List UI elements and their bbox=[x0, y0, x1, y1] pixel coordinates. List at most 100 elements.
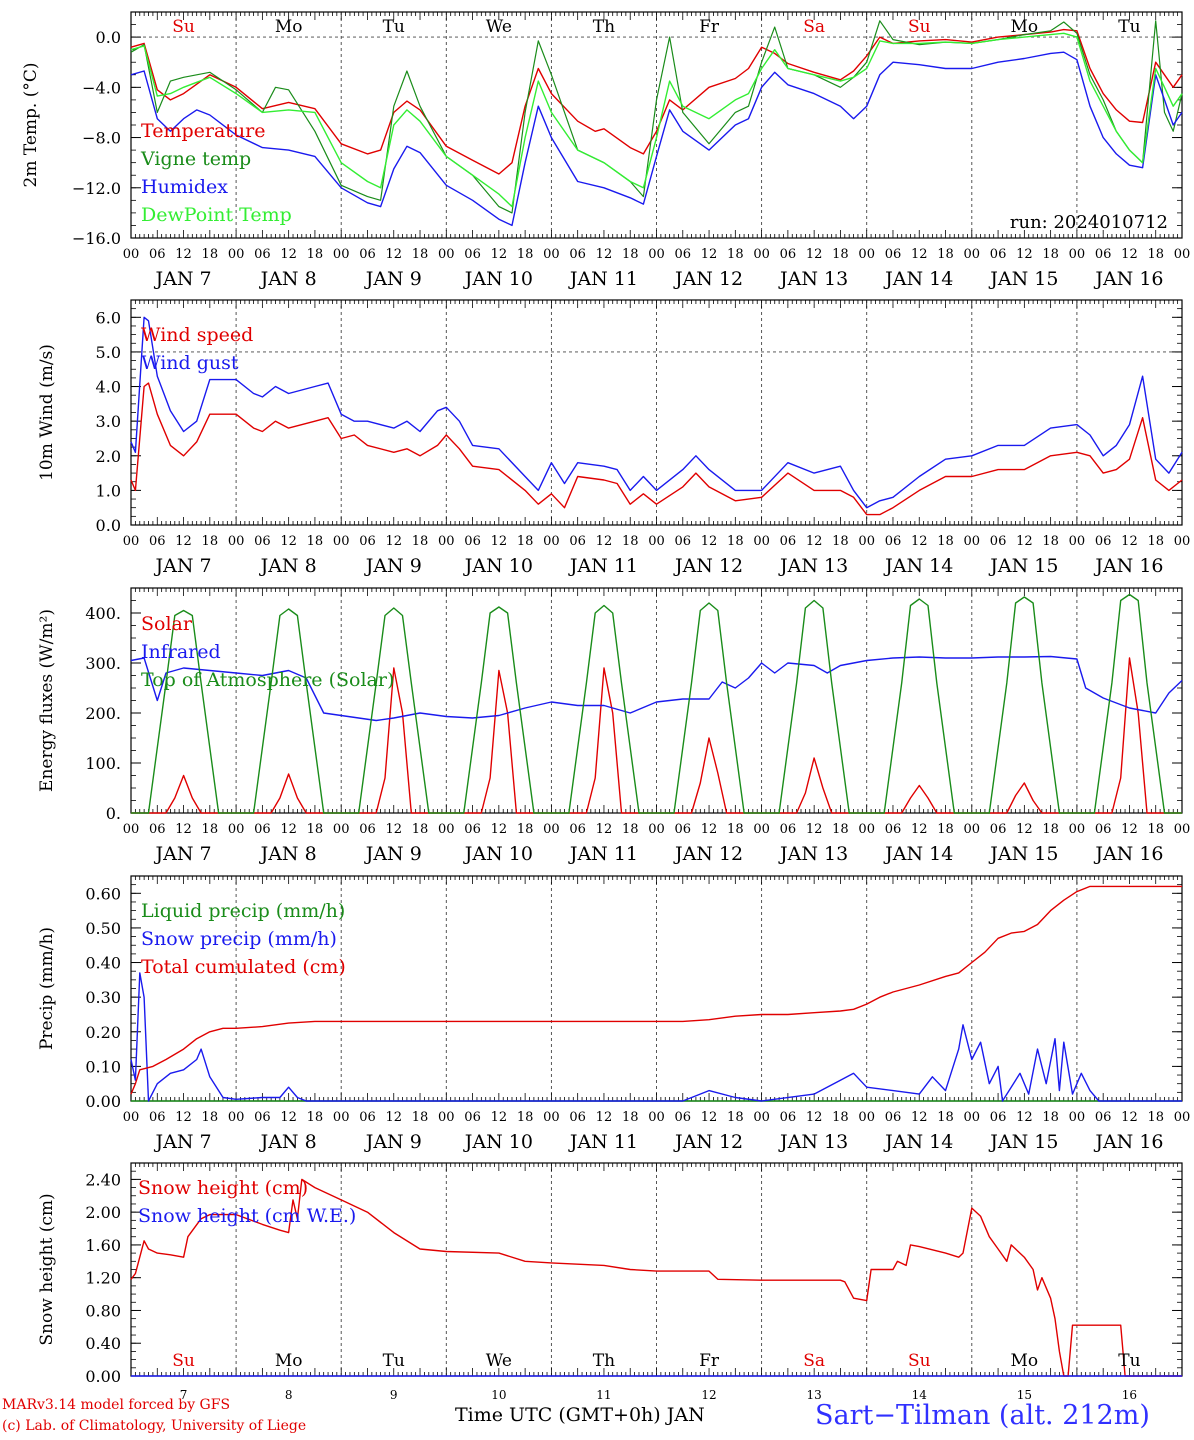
weekday-label: We bbox=[486, 1351, 512, 1371]
hour-label: 06 bbox=[1095, 247, 1112, 262]
y-tick-label: 1.60 bbox=[85, 1236, 121, 1255]
y-tick-label: 0.40 bbox=[85, 954, 121, 973]
hour-label: 12 bbox=[911, 822, 928, 837]
hour-label: 00 bbox=[1069, 822, 1086, 837]
hour-label: 18 bbox=[727, 247, 744, 262]
day-number: 9 bbox=[390, 1388, 398, 1402]
hour-label: 06 bbox=[149, 822, 166, 837]
legend-entry: Humidex bbox=[141, 176, 228, 198]
y-tick-label: −8.0 bbox=[82, 129, 121, 148]
model-credit: MARv3.14 model forced by GFS bbox=[2, 1397, 231, 1413]
series-line bbox=[131, 593, 1182, 814]
hour-label: 06 bbox=[569, 822, 586, 837]
date-label: JAN 12 bbox=[673, 1131, 743, 1153]
hour-label: 18 bbox=[202, 1110, 219, 1125]
hour-label: 00 bbox=[123, 822, 140, 837]
date-label: JAN 12 bbox=[673, 268, 743, 290]
hour-label: 18 bbox=[832, 822, 849, 837]
date-label: JAN 11 bbox=[568, 1131, 638, 1153]
hour-label: 12 bbox=[385, 822, 402, 837]
hour-label: 18 bbox=[202, 534, 219, 549]
hour-label: 00 bbox=[333, 247, 350, 262]
date-label: JAN 7 bbox=[154, 843, 212, 865]
hour-label: 00 bbox=[858, 247, 875, 262]
hour-label: 12 bbox=[175, 1110, 192, 1125]
hour-label: 06 bbox=[990, 1110, 1007, 1125]
hour-label: 06 bbox=[780, 1110, 797, 1125]
date-label: JAN 8 bbox=[259, 268, 317, 290]
date-label: JAN 7 bbox=[154, 1131, 212, 1153]
hour-label: 06 bbox=[254, 534, 271, 549]
hour-label: 06 bbox=[1095, 822, 1112, 837]
legend-entry: Wind gust bbox=[141, 352, 239, 374]
hour-label: 18 bbox=[517, 1110, 534, 1125]
y-axis-label: Energy fluxes (W/m²) bbox=[37, 609, 57, 792]
hour-label: 12 bbox=[1016, 1110, 1033, 1125]
hour-label: 00 bbox=[648, 534, 665, 549]
legend-entry: Snow height (cm) bbox=[138, 1177, 308, 1199]
y-tick-label: 0.10 bbox=[85, 1057, 121, 1076]
hour-label: 18 bbox=[727, 1110, 744, 1125]
hour-label: 12 bbox=[596, 1110, 613, 1125]
hour-label: 18 bbox=[1147, 822, 1164, 837]
hour-label: 18 bbox=[832, 1110, 849, 1125]
y-tick-label: 0.40 bbox=[85, 1334, 121, 1353]
weekday-label: We bbox=[486, 17, 512, 37]
y-axis-label: 2m Temp. (°C) bbox=[21, 62, 41, 187]
hour-label: 00 bbox=[228, 534, 245, 549]
date-label: JAN 9 bbox=[364, 268, 422, 290]
hour-label: 18 bbox=[832, 247, 849, 262]
series-line bbox=[130, 382, 1183, 516]
hour-label: 12 bbox=[491, 534, 508, 549]
hour-label: 06 bbox=[675, 822, 692, 837]
hour-label: 12 bbox=[280, 822, 297, 837]
hour-label: 00 bbox=[543, 247, 560, 262]
date-label: JAN 9 bbox=[364, 1131, 422, 1153]
hour-label: 12 bbox=[385, 534, 402, 549]
weekday-label: Mo bbox=[1011, 1351, 1039, 1371]
hour-label: 00 bbox=[333, 822, 350, 837]
legend-entry: Wind speed bbox=[141, 324, 253, 346]
y-tick-label: 0. bbox=[106, 804, 121, 823]
y-axis-label: Precip (mm/h) bbox=[37, 927, 57, 1050]
hour-label: 06 bbox=[1095, 534, 1112, 549]
date-label: JAN 12 bbox=[673, 555, 743, 577]
hour-label: 12 bbox=[1121, 822, 1138, 837]
hour-label: 00 bbox=[753, 247, 770, 262]
hour-label: 12 bbox=[280, 1110, 297, 1125]
hour-label: 18 bbox=[307, 247, 324, 262]
date-label: JAN 16 bbox=[1093, 1131, 1163, 1153]
y-tick-label: 300. bbox=[85, 654, 121, 673]
hour-label: 00 bbox=[333, 1110, 350, 1125]
y-tick-label: 0.00 bbox=[85, 1367, 121, 1386]
hour-label: 00 bbox=[753, 1110, 770, 1125]
day-number: 12 bbox=[701, 1388, 716, 1402]
hour-label: 12 bbox=[385, 247, 402, 262]
weekday-label: Mo bbox=[275, 1351, 303, 1371]
hour-label: 00 bbox=[123, 1110, 140, 1125]
series-line bbox=[130, 972, 1182, 1102]
hour-label: 12 bbox=[911, 534, 928, 549]
hour-label: 00 bbox=[1069, 247, 1086, 262]
hour-label: 12 bbox=[701, 534, 718, 549]
date-label: JAN 8 bbox=[259, 843, 317, 865]
weekday-label: Mo bbox=[1011, 17, 1039, 37]
hour-label: 18 bbox=[307, 1110, 324, 1125]
hour-label: 00 bbox=[648, 1110, 665, 1125]
hour-label: 12 bbox=[806, 247, 823, 262]
legend-entry: Solar bbox=[141, 613, 193, 635]
y-tick-label: 200. bbox=[85, 704, 121, 723]
legend-entry: Top of Atmosphere (Solar) bbox=[141, 669, 394, 691]
hour-label: 00 bbox=[228, 247, 245, 262]
hour-label: 12 bbox=[175, 822, 192, 837]
date-label: JAN 8 bbox=[259, 555, 317, 577]
hour-label: 18 bbox=[1147, 534, 1164, 549]
date-label: JAN 11 bbox=[568, 268, 638, 290]
run-label: run: 2024010712 bbox=[1010, 212, 1168, 233]
hour-label: 18 bbox=[1147, 1110, 1164, 1125]
y-tick-label: 0.30 bbox=[85, 988, 121, 1007]
day-number: 14 bbox=[912, 1388, 928, 1402]
hour-label: 18 bbox=[517, 534, 534, 549]
hour-label: 12 bbox=[1016, 822, 1033, 837]
hour-label: 12 bbox=[1121, 247, 1138, 262]
